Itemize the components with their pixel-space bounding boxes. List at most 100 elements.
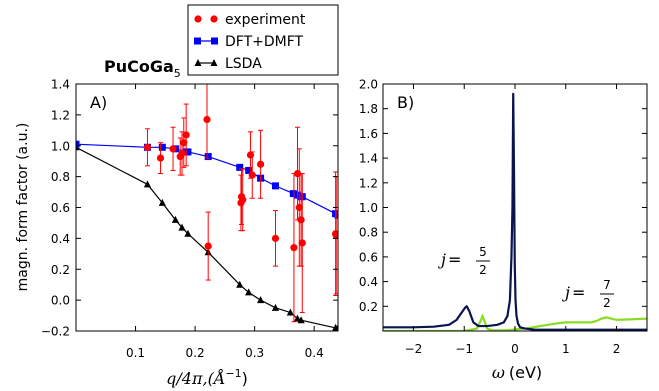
panel-b-label: B) xyxy=(397,93,414,112)
panel-b-ytick-label: 0.4 xyxy=(359,275,378,289)
legend-item-experiment: experiment xyxy=(194,12,306,28)
experiment-point xyxy=(178,149,186,158)
panel-b-ytick-label: 1.2 xyxy=(359,176,378,190)
panel-b-ytick-label: 0.2 xyxy=(359,300,378,314)
panel-b-xtick-label: 2 xyxy=(613,342,621,356)
panel-a-ytick-label: −0.2 xyxy=(41,325,70,339)
legend-item-dmft: DFT+DMFT xyxy=(194,34,304,50)
panel-a: 0.1 0.2 0.3 0.4 −0.2 0.0 0.2 0.4 0.6 0.8 1.0 1.2 1.4… xyxy=(15,78,339,388)
panel-a-xlabel-exponent: −1 xyxy=(225,367,241,380)
annotation-j52-equals: = xyxy=(448,250,461,269)
dmft-point xyxy=(158,143,166,151)
title-main: PuCoGa xyxy=(104,57,174,76)
panel-a-ytick-label: 0.0 xyxy=(51,294,70,308)
experiment-point xyxy=(271,234,280,242)
lsda-point xyxy=(256,296,265,304)
legend-marker-dmft xyxy=(194,37,201,45)
chart-title: PuCoGa5 xyxy=(104,57,181,80)
annotation-j52-symbol: j xyxy=(438,250,446,269)
legend-marker-experiment xyxy=(194,15,202,23)
title-subscript: 5 xyxy=(174,67,181,80)
legend-item-lsda: LSDA xyxy=(194,56,262,72)
panel-a-ytick-label: 0.2 xyxy=(51,263,70,277)
experiment-point xyxy=(246,151,255,159)
panel-b-ytick-label: 1.8 xyxy=(359,102,378,116)
panel-a-ytick-label: 0.6 xyxy=(51,201,70,215)
experiment-point xyxy=(290,244,298,252)
legend-label-lsda: LSDA xyxy=(225,56,262,72)
panel-b-ytick-label: 0.8 xyxy=(359,226,378,240)
panel-b-xtick-label: −1 xyxy=(455,342,473,356)
experiment-point xyxy=(156,154,165,162)
experiment-point xyxy=(256,160,265,168)
legend-marker-experiment xyxy=(210,15,218,23)
dmft-point xyxy=(289,190,297,198)
panel-a-xlabel: q/4π,(Å−1) xyxy=(166,367,248,388)
panel-a-ytick-label: 0.4 xyxy=(51,232,70,246)
experiment-point xyxy=(239,196,247,204)
experiment-point xyxy=(169,145,177,153)
panel-a-xlabel-main: q/4π,(Å xyxy=(166,368,225,388)
panel-b-ticks: −2 −1 0 1 2 0.2 0.4 0.6 0.8 1.0 1.2 1.4 1.6 1.8 2.0 xyxy=(359,78,647,356)
legend: experiment DFT+DMFT LSDA xyxy=(187,4,339,76)
panel-b-xtick-label: 0 xyxy=(511,342,519,356)
panel-a-ytick-label: 1.0 xyxy=(51,139,70,153)
panel-a-ytick-label: 0.8 xyxy=(51,170,70,184)
legend-label-dmft: DFT+DMFT xyxy=(225,34,304,50)
panel-b-xlabel: ω (eV) xyxy=(492,363,542,382)
experiment-point xyxy=(143,143,152,151)
legend-marker-dmft xyxy=(211,37,218,45)
panel-a-xtick-label: 0.4 xyxy=(305,346,324,360)
annotation-j52-lhs: j = xyxy=(438,250,461,269)
legend-marker-lsda xyxy=(194,59,202,66)
panel-a-label: A) xyxy=(90,93,107,112)
annotation-j52-num: 5 xyxy=(479,245,487,259)
annotation-j72-equals: = xyxy=(572,283,585,302)
panel-a-xlabel-close: ) xyxy=(242,369,248,388)
experiment-point xyxy=(248,171,256,179)
panel-b-ytick-label: 1.0 xyxy=(359,201,378,215)
lsda-point xyxy=(171,215,180,223)
legend-marker-lsda xyxy=(210,59,218,66)
annotation-j72: j = 7 2 xyxy=(562,278,614,310)
dmft-point xyxy=(245,166,253,174)
panel-b-xtick-label: 1 xyxy=(562,342,570,356)
dmft-point xyxy=(271,182,279,190)
panel-a-xtick-label: 0.1 xyxy=(126,346,145,360)
panel-b-xlabel-unit: (eV) xyxy=(509,363,542,382)
annotation-j52: j = 5 2 xyxy=(438,245,490,277)
lsda-point xyxy=(297,316,305,324)
panel-a-xtick-label: 0.3 xyxy=(245,346,264,360)
experiment-point xyxy=(182,131,190,139)
panel-a-data xyxy=(76,84,338,331)
experiment-point xyxy=(332,231,338,239)
panel-b: −2 −1 0 1 2 0.2 0.4 0.6 0.8 1.0 1.2 1.4 1.6 1.8 2.0 B)… xyxy=(359,78,648,382)
j52-line xyxy=(383,92,647,331)
annotation-j72-lhs: j = xyxy=(562,283,585,302)
lsda-point xyxy=(286,308,294,316)
lsda-point xyxy=(271,303,280,311)
panel-b-data xyxy=(383,92,647,331)
panel-a-xtick-label: 0.2 xyxy=(186,346,205,360)
annotation-j52-den: 2 xyxy=(479,263,487,277)
panel-a-ytick-label: 1.2 xyxy=(51,108,70,122)
dmft-point xyxy=(236,163,244,171)
lsda-point xyxy=(245,288,253,296)
experiment-point xyxy=(204,242,212,250)
panel-b-xlabel-symbol: ω xyxy=(492,363,505,382)
panel-b-ytick-label: 1.4 xyxy=(359,152,378,166)
dmft-point xyxy=(204,153,212,161)
dmft-point xyxy=(76,140,80,148)
lsda-point xyxy=(184,229,192,237)
panel-b-frame xyxy=(382,83,648,332)
lsda-point xyxy=(143,180,152,188)
experiment-point xyxy=(298,239,306,247)
annotation-j72-num: 7 xyxy=(603,278,611,292)
panel-b-ytick-label: 2.0 xyxy=(359,78,378,92)
lsda-point xyxy=(178,223,186,231)
legend-label-experiment: experiment xyxy=(225,12,306,28)
panel-a-frame xyxy=(75,83,339,332)
panel-a-ticks: 0.1 0.2 0.3 0.4 −0.2 0.0 0.2 0.4 0.6 0.8 1.0 1.2 1.4 xyxy=(41,78,338,360)
experiment-point xyxy=(297,216,305,224)
